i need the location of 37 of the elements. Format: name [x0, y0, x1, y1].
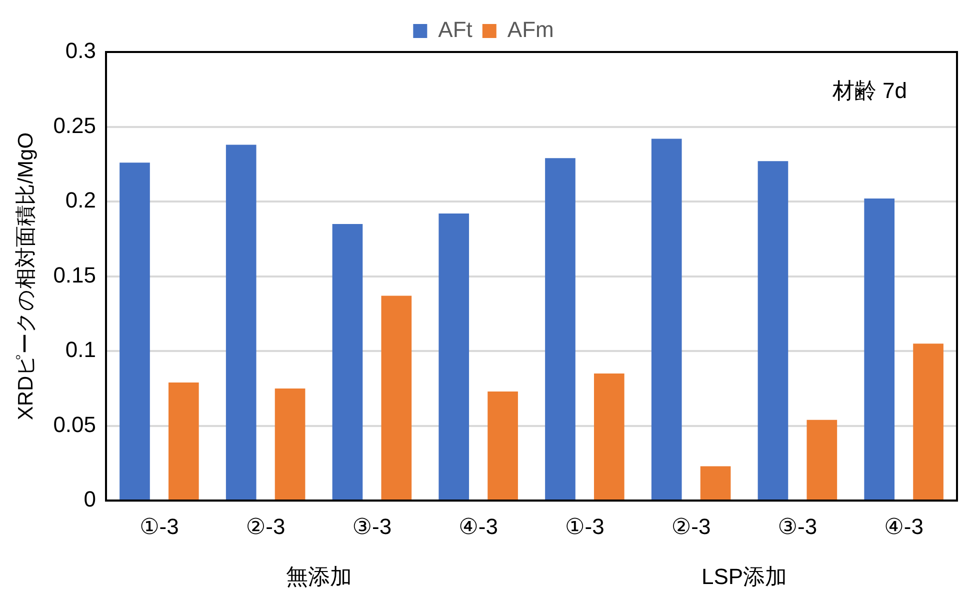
bar	[864, 198, 895, 500]
y-tick-label: 0	[84, 486, 96, 512]
bar	[381, 296, 412, 500]
bar	[651, 138, 682, 500]
bar	[913, 344, 944, 500]
x-tick-label: ③-3	[778, 514, 818, 539]
bar	[168, 382, 199, 500]
x-tick-label: ④-3	[884, 514, 924, 539]
bar	[438, 213, 470, 500]
bar	[700, 466, 731, 500]
x-tick-label: ②-3	[671, 514, 711, 539]
legend-label: AFt	[438, 17, 472, 42]
legend-label: AFm	[507, 17, 554, 42]
x-tick-label: ④-3	[458, 514, 498, 539]
bar	[120, 162, 150, 500]
x-tick-label: ①-3	[565, 514, 604, 539]
text: LSP添加	[701, 564, 788, 590]
y-tick-label: 0.25	[53, 112, 96, 138]
y-tick-label: 0.2	[65, 188, 96, 213]
bar	[806, 420, 838, 500]
x-tick-label: ①-3	[140, 514, 179, 539]
x-tick-label: ③-3	[352, 514, 392, 539]
text: 無添加	[286, 564, 352, 590]
bar	[488, 391, 518, 500]
annotation: 材齢 7d	[831, 78, 907, 104]
x-tick-label: ②-3	[246, 514, 286, 539]
bar	[545, 158, 576, 500]
y-tick-label: 0.15	[53, 262, 96, 288]
bar	[274, 388, 306, 500]
bar	[332, 224, 363, 500]
y-axis-title: XRDピークの相対面積比/MgO	[14, 132, 38, 420]
y-tick-label: 0.1	[65, 337, 96, 362]
y-tick-label: 0.3	[65, 38, 96, 64]
y-tick-label: 0.05	[53, 412, 96, 437]
bar	[226, 144, 256, 500]
bar	[758, 161, 788, 500]
bar	[594, 373, 624, 500]
